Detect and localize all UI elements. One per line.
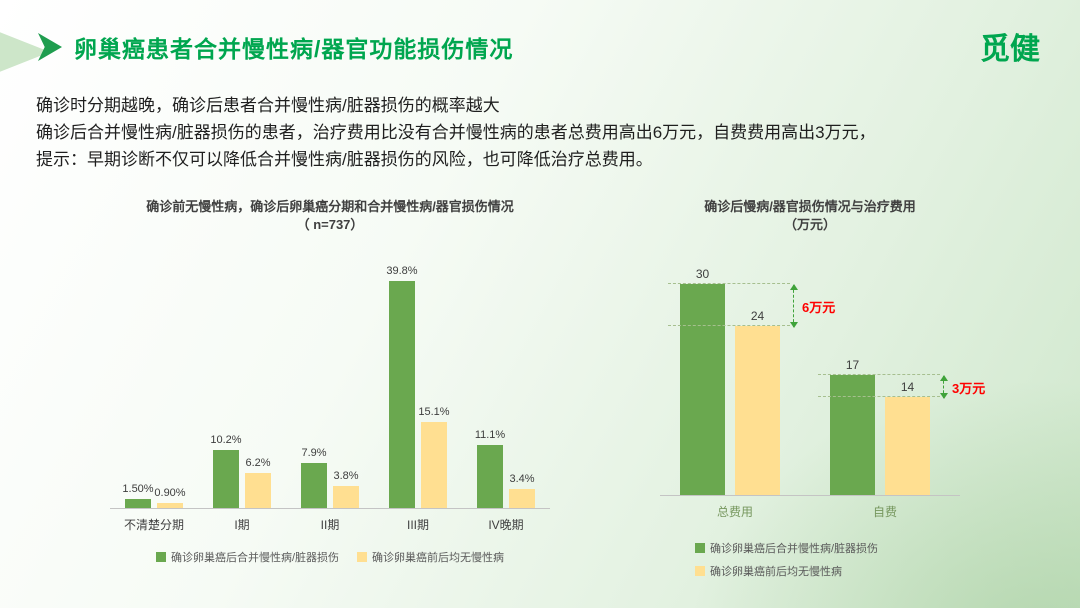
bar-yellow [333, 486, 359, 508]
bar-group: 30 24 6万元 [660, 267, 835, 495]
category-label: 总费用 [716, 505, 753, 519]
bar-green [830, 375, 875, 495]
bar-value-label: 17 [845, 358, 860, 372]
bar-value-label: 11.1% [474, 429, 506, 441]
bar-value-label: 6.2% [245, 457, 271, 469]
dashed-guide-line [668, 283, 790, 284]
bar-group: 7.9% 3.8% [286, 269, 374, 508]
right-chart: 确诊后慢病/器官损伤情况与治疗费用 （万元） 30 24 6万元 17 14 3万元 总费… [640, 198, 1080, 579]
left-chart: 确诊前无慢性病，确诊后卵巢癌分期和合并慢性病/器官损伤情况 （ n=737） 1… [70, 198, 590, 565]
bar-group: 1.50% 0.90% [110, 269, 198, 508]
legend-item-green: 确诊卵巢癌后合并慢性病/脏器损伤 [155, 549, 340, 565]
bar-green [125, 499, 151, 508]
slide-header: 卵巢癌患者合并慢性病/器官功能损伤情况 [38, 30, 513, 64]
dashed-guide-line [818, 374, 940, 375]
intro-line-2: 确诊后合并慢性病/脏器损伤的患者，治疗费用比没有合并慢性病的患者总费用高出6万元… [36, 123, 876, 142]
category-label: 自费 [872, 505, 897, 519]
right-chart-cats: 总费用 自费 [660, 496, 1080, 520]
intro-line-3: 提示：早期诊断不仅可以降低合并慢性病/脏器损伤的风险，也可降低治疗总费用。 [36, 150, 653, 169]
right-chart-title: 确诊后慢病/器官损伤情况与治疗费用 （万元） [640, 198, 980, 234]
arrow-head-down-icon [790, 322, 798, 328]
category-label: II期 [320, 518, 340, 532]
difference-arrow [790, 284, 798, 328]
bar-value-label: 0.90% [154, 487, 186, 499]
bar-value-label: 1.50% [122, 483, 154, 495]
difference-label: 6万元 [802, 300, 836, 315]
legend-swatch-yellow [357, 552, 368, 562]
bar-value-label: 24 [750, 309, 765, 323]
legend-label-green: 确诊卵巢癌后合并慢性病/脏器损伤 [170, 552, 340, 564]
legend-item-yellow: 确诊卵巢癌前后均无慢性病 [695, 563, 1080, 579]
bar-value-label: 10.2% [210, 434, 242, 446]
bar-value-label: 14 [900, 380, 915, 394]
right-chart-plot: 30 24 6万元 17 14 3万元 [660, 267, 985, 496]
legend-item-yellow: 确诊卵巢癌前后均无慢性病 [357, 549, 504, 565]
bar-value-label: 15.1% [418, 406, 450, 418]
bar-green [213, 450, 239, 508]
bar-value-label: 3.4% [509, 473, 535, 485]
bar-value-label: 7.9% [301, 447, 327, 459]
legend-swatch-green [695, 543, 705, 553]
left-chart-title-line1: 确诊前无慢性病，确诊后卵巢癌分期和合并慢性病/器官损伤情况 [146, 199, 514, 214]
bar-value-label: 39.8% [386, 265, 418, 277]
dashed-guide-line [818, 396, 940, 397]
bar-yellow [509, 489, 535, 508]
legend-swatch-green [155, 552, 166, 562]
bar-green [301, 463, 327, 508]
bar-value-label: 30 [695, 267, 710, 281]
left-chart-legend: 确诊卵巢癌后合并慢性病/脏器损伤 确诊卵巢癌前后均无慢性病 [70, 549, 590, 565]
bar-group: 11.1% 3.4% [462, 269, 550, 508]
page-title: 卵巢癌患者合并慢性病/器官功能损伤情况 [74, 36, 514, 62]
left-chart-plot: 1.50% 0.90% 10.2% 6.2% 7.9% 3.8% 39.8% 15.1% 11.… [110, 265, 550, 509]
legend-item-green: 确诊卵巢癌后合并慢性病/脏器损伤 [695, 540, 1080, 556]
bar-group: 10.2% 6.2% [198, 269, 286, 508]
legend-label-yellow: 确诊卵巢癌前后均无慢性病 [372, 552, 505, 564]
category-label: IV晚期 [488, 518, 524, 532]
bar-yellow [735, 326, 780, 495]
bar-yellow [245, 473, 271, 508]
arrow-bullet-icon [38, 33, 62, 61]
bar-green [477, 445, 503, 508]
right-chart-legend: 确诊卵巢癌后合并慢性病/脏器损伤 确诊卵巢癌前后均无慢性病 [695, 540, 1080, 579]
category-label: III期 [406, 518, 429, 532]
difference-arrow [940, 375, 948, 399]
bar-yellow [421, 422, 447, 508]
arrow-head-up-icon [940, 375, 948, 381]
intro-text: 确诊时分期越晚，确诊后患者合并慢性病/脏器损伤的概率越大 确诊后合并慢性病/脏器… [36, 92, 1050, 173]
legend-label-yellow: 确诊卵巢癌前后均无慢性病 [710, 566, 842, 578]
bar-group: 17 14 3万元 [810, 271, 985, 495]
bar-green [389, 281, 415, 508]
right-chart-title-line2: （万元） [783, 217, 836, 232]
difference-label: 3万元 [952, 381, 986, 396]
arrow-head-down-icon [940, 393, 948, 399]
legend-swatch-yellow [695, 566, 705, 576]
category-label: I期 [234, 518, 250, 532]
bar-green [680, 284, 725, 495]
dashed-guide-line [668, 325, 790, 326]
bar-yellow [885, 397, 930, 495]
bar-group: 39.8% 15.1% [374, 265, 462, 508]
intro-line-1: 确诊时分期越晚，确诊后患者合并慢性病/脏器损伤的概率越大 [36, 96, 500, 115]
legend-label-green: 确诊卵巢癌后合并慢性病/脏器损伤 [710, 543, 879, 555]
bar-yellow [157, 503, 183, 508]
arrow-head-up-icon [790, 284, 798, 290]
bar-value-label: 3.8% [333, 470, 359, 482]
left-chart-title: 确诊前无慢性病，确诊后卵巢癌分期和合并慢性病/器官损伤情况 （ n=737） [70, 198, 590, 234]
brand-logo: 觅健 [980, 33, 1040, 66]
category-label: 不清楚分期 [123, 518, 184, 532]
left-chart-title-line2: （ n=737） [296, 217, 364, 232]
left-chart-cats: 不清楚分期 I期 II期 III期 IV晚期 [110, 509, 590, 533]
right-chart-title-line1: 确诊后慢病/器官损伤情况与治疗费用 [704, 199, 916, 214]
